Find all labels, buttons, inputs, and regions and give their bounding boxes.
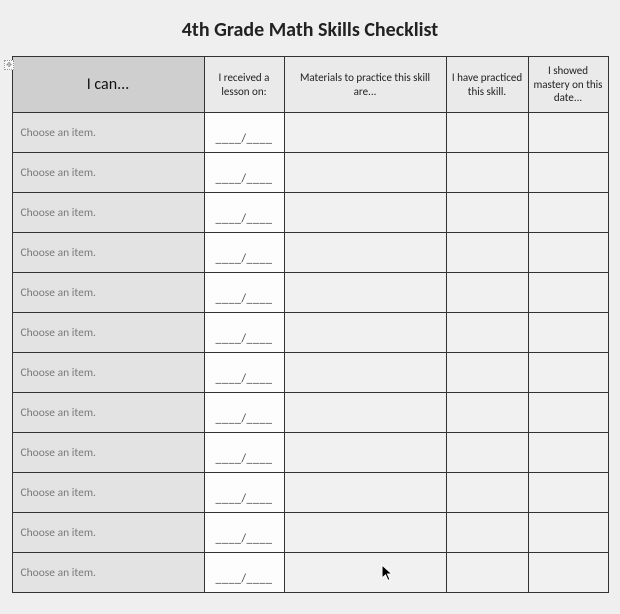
table-row: Choose an item.____/____ (12, 233, 608, 273)
mastery-cell[interactable] (528, 113, 608, 153)
mastery-cell[interactable] (528, 313, 608, 353)
lesson-date-field[interactable]: ____/____ (204, 353, 284, 393)
lesson-date-field[interactable]: ____/____ (204, 233, 284, 273)
ican-dropdown[interactable]: Choose an item. (12, 473, 204, 513)
checklist-table: I can... I received a lesson on: Materia… (12, 56, 609, 593)
practice-cell[interactable] (446, 473, 528, 513)
table-row: Choose an item.____/____ (12, 353, 608, 393)
practice-cell[interactable] (446, 153, 528, 193)
lesson-date-field[interactable]: ____/____ (204, 193, 284, 233)
lesson-date-field[interactable]: ____/____ (204, 313, 284, 353)
ican-dropdown[interactable]: Choose an item. (12, 393, 204, 433)
table-move-handle-icon[interactable]: ✥ (4, 60, 14, 70)
materials-cell[interactable] (284, 113, 446, 153)
mastery-cell[interactable] (528, 473, 608, 513)
table-row: Choose an item.____/____ (12, 193, 608, 233)
table-row: Choose an item.____/____ (12, 313, 608, 353)
table-row: Choose an item.____/____ (12, 553, 608, 593)
materials-cell[interactable] (284, 193, 446, 233)
materials-cell[interactable] (284, 393, 446, 433)
header-materials: Materials to practice this skill are... (284, 57, 446, 113)
practice-cell[interactable] (446, 193, 528, 233)
ican-dropdown[interactable]: Choose an item. (12, 273, 204, 313)
practice-cell[interactable] (446, 433, 528, 473)
lesson-date-field[interactable]: ____/____ (204, 433, 284, 473)
mastery-cell[interactable] (528, 433, 608, 473)
lesson-date-field[interactable]: ____/____ (204, 393, 284, 433)
practice-cell[interactable] (446, 273, 528, 313)
mastery-cell[interactable] (528, 153, 608, 193)
mastery-cell[interactable] (528, 193, 608, 233)
ican-dropdown[interactable]: Choose an item. (12, 193, 204, 233)
materials-cell[interactable] (284, 233, 446, 273)
lesson-date-field[interactable]: ____/____ (204, 113, 284, 153)
table-row: Choose an item.____/____ (12, 393, 608, 433)
lesson-date-field[interactable]: ____/____ (204, 553, 284, 593)
header-lesson: I received a lesson on: (204, 57, 284, 113)
practice-cell[interactable] (446, 313, 528, 353)
mastery-cell[interactable] (528, 353, 608, 393)
header-mastery: I showed mastery on this date... (528, 57, 608, 113)
lesson-date-field[interactable]: ____/____ (204, 513, 284, 553)
mastery-cell[interactable] (528, 393, 608, 433)
practice-cell[interactable] (446, 553, 528, 593)
materials-cell[interactable] (284, 473, 446, 513)
mastery-cell[interactable] (528, 553, 608, 593)
materials-cell[interactable] (284, 273, 446, 313)
mastery-cell[interactable] (528, 233, 608, 273)
ican-dropdown[interactable]: Choose an item. (12, 353, 204, 393)
header-ican: I can... (12, 57, 204, 113)
practice-cell[interactable] (446, 113, 528, 153)
header-row: I can... I received a lesson on: Materia… (12, 57, 608, 113)
materials-cell[interactable] (284, 153, 446, 193)
table-row: Choose an item.____/____ (12, 513, 608, 553)
ican-dropdown[interactable]: Choose an item. (12, 113, 204, 153)
materials-cell[interactable] (284, 433, 446, 473)
ican-dropdown[interactable]: Choose an item. (12, 433, 204, 473)
practice-cell[interactable] (446, 353, 528, 393)
materials-cell[interactable] (284, 553, 446, 593)
table-row: Choose an item.____/____ (12, 273, 608, 313)
table-body: Choose an item.____/____Choose an item._… (12, 113, 608, 593)
lesson-date-field[interactable]: ____/____ (204, 473, 284, 513)
ican-dropdown[interactable]: Choose an item. (12, 313, 204, 353)
practice-cell[interactable] (446, 233, 528, 273)
ican-dropdown[interactable]: Choose an item. (12, 553, 204, 593)
table-row: Choose an item.____/____ (12, 473, 608, 513)
mastery-cell[interactable] (528, 273, 608, 313)
practice-cell[interactable] (446, 513, 528, 553)
table-row: Choose an item.____/____ (12, 113, 608, 153)
lesson-date-field[interactable]: ____/____ (204, 273, 284, 313)
table-row: Choose an item.____/____ (12, 433, 608, 473)
lesson-date-field[interactable]: ____/____ (204, 153, 284, 193)
practice-cell[interactable] (446, 393, 528, 433)
ican-dropdown[interactable]: Choose an item. (12, 233, 204, 273)
materials-cell[interactable] (284, 313, 446, 353)
ican-dropdown[interactable]: Choose an item. (12, 513, 204, 553)
materials-cell[interactable] (284, 513, 446, 553)
mastery-cell[interactable] (528, 513, 608, 553)
page-title: 4th Grade Math Skills Checklist (0, 0, 620, 56)
header-practice: I have practiced this skill. (446, 57, 528, 113)
ican-dropdown[interactable]: Choose an item. (12, 153, 204, 193)
materials-cell[interactable] (284, 353, 446, 393)
table-row: Choose an item.____/____ (12, 153, 608, 193)
